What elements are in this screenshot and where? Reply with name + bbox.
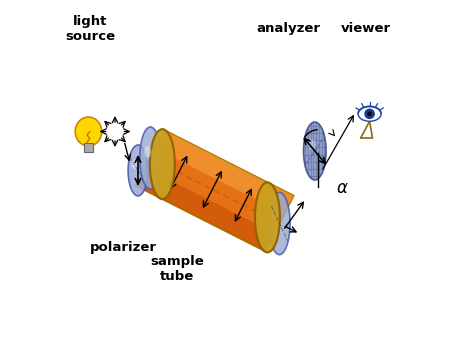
Polygon shape bbox=[137, 168, 274, 251]
Ellipse shape bbox=[365, 109, 375, 119]
Text: polarizer: polarizer bbox=[91, 241, 157, 254]
Ellipse shape bbox=[273, 211, 281, 223]
Text: $\alpha$: $\alpha$ bbox=[336, 179, 349, 197]
Polygon shape bbox=[137, 130, 293, 251]
Ellipse shape bbox=[269, 192, 290, 255]
Ellipse shape bbox=[140, 127, 161, 189]
Ellipse shape bbox=[358, 106, 381, 121]
Bar bbox=[83, 143, 93, 152]
Ellipse shape bbox=[75, 117, 102, 146]
Ellipse shape bbox=[308, 139, 316, 150]
Ellipse shape bbox=[144, 146, 151, 158]
Ellipse shape bbox=[255, 182, 280, 252]
Ellipse shape bbox=[303, 122, 326, 180]
Polygon shape bbox=[155, 130, 293, 214]
Ellipse shape bbox=[128, 145, 148, 196]
Text: light
source: light source bbox=[65, 15, 115, 43]
Ellipse shape bbox=[367, 111, 372, 116]
Text: viewer: viewer bbox=[341, 22, 391, 35]
Ellipse shape bbox=[150, 129, 175, 199]
Text: analyzer: analyzer bbox=[256, 22, 320, 35]
Text: sample
tube: sample tube bbox=[150, 255, 204, 283]
Ellipse shape bbox=[132, 159, 138, 169]
